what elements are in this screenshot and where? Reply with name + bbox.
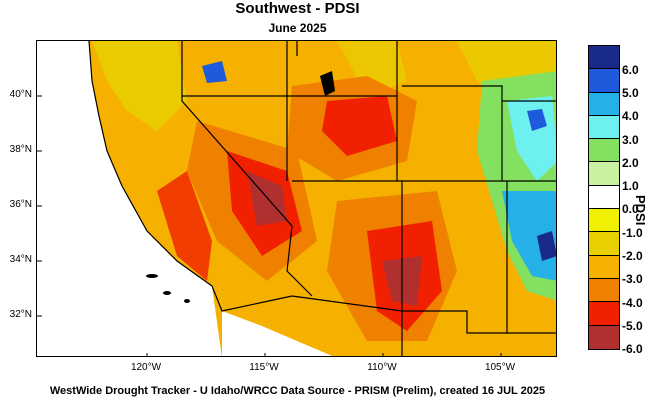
channel-islands <box>146 274 190 303</box>
colorbar-tick-label: -5.0 <box>622 318 643 333</box>
patch-wyoming <box>337 41 407 96</box>
colorbar-tick-label: -6.0 <box>622 342 643 357</box>
colorbar-swatch <box>589 92 619 116</box>
colorbar-tick-label: -1.0 <box>622 225 643 240</box>
colorbar-tick-label: 6.0 <box>622 62 639 77</box>
grid-ticks <box>37 95 502 356</box>
patch-northern-california <box>92 41 187 131</box>
colorbar-tick-label: 5.0 <box>622 85 639 100</box>
colorbar-tick-label: 2.0 <box>622 155 639 170</box>
dry-southern-california <box>157 171 212 281</box>
lat-label-40: 40°N <box>9 89 32 100</box>
colorbar-tick-label: -4.0 <box>622 295 643 310</box>
map-title: Southwest - PDSI <box>235 0 360 17</box>
lon-label-120: 120°W <box>130 362 162 373</box>
colorbar-tick-label: -2.0 <box>622 249 643 264</box>
colorbar-swatch <box>589 325 619 349</box>
great-salt-lake <box>320 71 335 96</box>
colorbar-swatch <box>589 69 619 93</box>
lat-label-32: 32°N <box>9 309 32 320</box>
wet-spot-oregon <box>202 61 227 83</box>
colorbar-swatch <box>589 139 619 163</box>
colorbar-swatch <box>589 46 619 70</box>
map-subtitle: June 2025 <box>268 21 327 35</box>
lat-label-34: 34°N <box>9 254 32 265</box>
colorbar-swatch <box>589 115 619 140</box>
colorbar-swatch <box>589 255 619 279</box>
colorbar-swatch <box>589 302 619 326</box>
pacific-ocean <box>37 41 222 356</box>
wet-spot-2 <box>537 231 556 261</box>
dry-utah-red <box>322 96 397 156</box>
lon-label-110: 110°W <box>367 362 397 373</box>
colorbar-tick-label: 1.0 <box>622 179 639 194</box>
colorbar-tick-label: 0.0 <box>622 202 639 217</box>
colorbar-swatch <box>589 185 619 210</box>
state-borders <box>88 41 556 356</box>
colorbar-swatch <box>589 209 619 233</box>
lat-label-38: 38°N <box>9 144 32 155</box>
dry-nevada-extreme <box>247 171 287 226</box>
map-canvas <box>37 41 556 356</box>
colorbar-swatch <box>589 278 619 303</box>
colorbar-tick-label: 4.0 <box>622 109 639 124</box>
lon-label-115: 115°W <box>249 362 279 373</box>
colorbar-swatch <box>589 232 619 256</box>
pdsi-map <box>36 40 557 357</box>
lat-label-36: 36°N <box>9 199 32 210</box>
colorbar-swatch <box>589 162 619 186</box>
colorbar-tick-label: -3.0 <box>622 272 643 287</box>
colorbar-tick-label: 3.0 <box>622 132 639 147</box>
footer-credit: WestWide Drought Tracker - U Idaho/WRCC … <box>49 385 546 397</box>
colorbar <box>588 45 620 350</box>
wet-spot-1 <box>527 109 547 131</box>
lon-label-105: 105°W <box>484 362 516 373</box>
mexico-area <box>222 311 333 356</box>
